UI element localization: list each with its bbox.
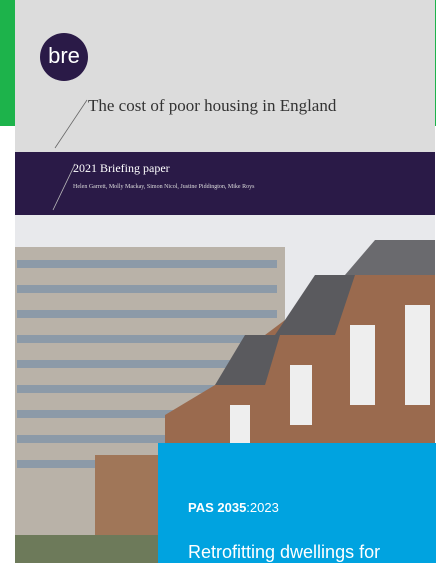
inset-code: PAS 2035:2023 xyxy=(188,500,279,515)
authors: Helen Garrett, Molly Mackay, Simon Nicol… xyxy=(73,184,255,190)
logo: bre xyxy=(40,33,88,81)
cover-title: The cost of poor housing in England xyxy=(88,96,337,115)
band: 2021 Briefing paper Helen Garrett, Molly… xyxy=(15,152,435,215)
subtitle: 2021 Briefing paper xyxy=(73,161,170,175)
band-line xyxy=(52,163,75,211)
code: PAS 2035 xyxy=(188,500,247,515)
inset-cover: PAS 2035:2023 Retrofitting dwellings for xyxy=(158,443,436,563)
inset-title: Retrofitting dwellings for xyxy=(188,542,381,562)
diagonal xyxy=(54,99,88,149)
cover-lines xyxy=(54,99,88,149)
year: :2023 xyxy=(246,500,279,515)
